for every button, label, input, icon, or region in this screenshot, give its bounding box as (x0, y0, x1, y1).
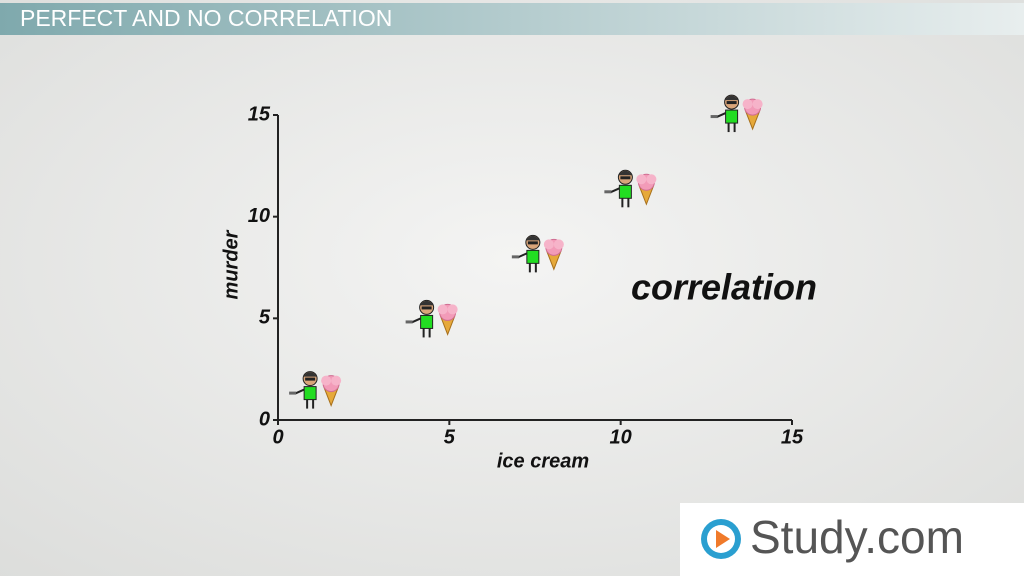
point (604, 169, 657, 208)
hair (724, 95, 739, 101)
glasses (421, 306, 432, 310)
scoop (752, 99, 763, 110)
gun (604, 190, 612, 194)
y-tick-label: 5 (259, 307, 271, 329)
scoop (321, 375, 332, 386)
scoop (447, 304, 458, 315)
glasses (620, 176, 631, 180)
logo-icon (716, 530, 730, 548)
arm (411, 317, 422, 324)
hair (419, 300, 434, 306)
y-tick-label: 15 (248, 103, 271, 125)
gun (710, 115, 718, 119)
y-axis-label: murder (220, 229, 242, 299)
glasses (527, 241, 538, 245)
annotation: correlation (631, 267, 817, 308)
gun (511, 255, 519, 259)
scoop (553, 239, 564, 250)
point (511, 234, 564, 273)
x-tick-label: 0 (272, 426, 283, 448)
hair (618, 170, 633, 176)
gun (405, 320, 413, 324)
body (618, 184, 632, 199)
gun (289, 391, 297, 395)
glasses (726, 101, 737, 105)
body (420, 314, 434, 329)
arm (716, 112, 727, 118)
scoop (742, 99, 753, 110)
x-tick-label: 15 (781, 426, 804, 448)
x-tick-label: 10 (610, 426, 632, 448)
point (289, 371, 342, 409)
title-bar (0, 3, 1024, 35)
scoop (646, 174, 657, 185)
scoop (437, 304, 448, 315)
y-tick-label: 10 (248, 205, 270, 227)
point (710, 94, 763, 133)
x-tick-label: 5 (444, 426, 456, 448)
point (405, 299, 458, 338)
scoop (543, 239, 554, 250)
body (725, 109, 739, 124)
body (303, 386, 317, 401)
arm (609, 187, 620, 194)
hair (303, 372, 318, 377)
logo-text: Study.com (750, 511, 964, 563)
plot: 0 5 10 15 0 5 10 15 (248, 94, 804, 448)
arm (517, 252, 528, 259)
hair (525, 235, 540, 241)
body (526, 249, 540, 264)
scoop (636, 174, 647, 185)
y-tick-label: 0 (259, 408, 270, 430)
scoop (331, 375, 342, 386)
slide-title: PERFECT AND NO CORRELATION (20, 5, 392, 31)
arm (294, 388, 305, 395)
glasses (305, 377, 316, 381)
x-axis-label: ice cream (497, 450, 589, 472)
